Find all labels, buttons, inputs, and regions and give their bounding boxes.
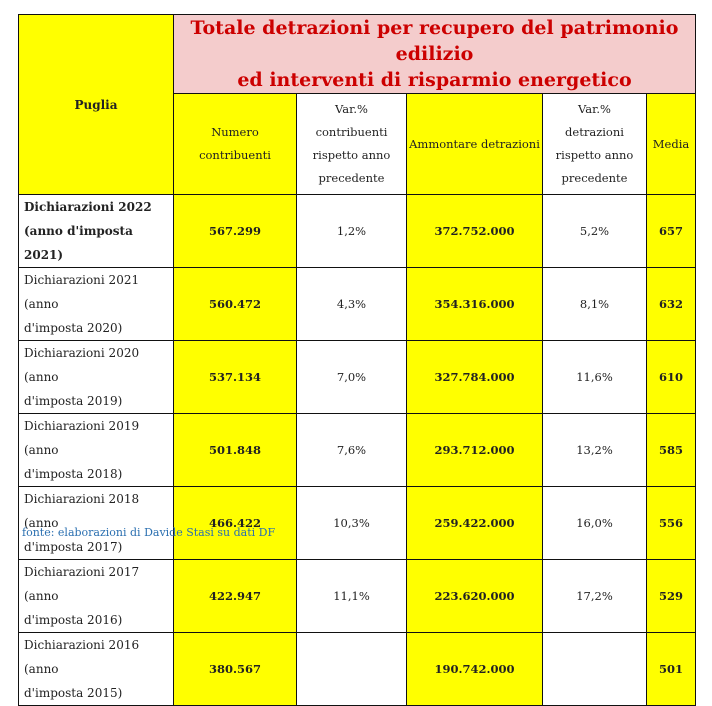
cell-var-contribuenti: 10,3%: [296, 486, 407, 560]
cell-var-contribuenti: [296, 632, 407, 706]
cell-contribuenti: 466.422: [173, 486, 297, 560]
cell-ammontare: 293.712.000: [406, 413, 543, 487]
cell-var-detrazioni: 8,1%: [542, 267, 647, 341]
row-label-line2: (anno d'imposta 2021): [24, 224, 133, 262]
cell-var-contribuenti: 1,2%: [296, 194, 407, 268]
table-row: Dichiarazioni 2018 (anno d'imposta 2017) …: [18, 486, 696, 560]
cell-contribuenti: 380.567: [173, 632, 297, 706]
row-label-line2: d'imposta 2016): [24, 613, 123, 627]
row-label: Dichiarazioni 2019 (anno d'imposta 2018): [18, 413, 174, 487]
cell-ammontare: 223.620.000: [406, 559, 543, 633]
table-title: Totale detrazioni per recupero del patri…: [173, 14, 696, 94]
row-label-line2: d'imposta 2019): [24, 394, 123, 408]
header-numero-contribuenti-line1: Numero: [211, 125, 259, 139]
cell-ammontare: 259.422.000: [406, 486, 543, 560]
header-var-detrazioni-line1: Var.%: [578, 102, 611, 116]
header-var-contribuenti-line2: contribuenti: [315, 125, 388, 139]
row-label-line1: Dichiarazioni 2021 (anno: [24, 273, 140, 311]
cell-var-detrazioni: 16,0%: [542, 486, 647, 560]
row-label-line1: Dichiarazioni 2020 (anno: [24, 346, 140, 384]
cell-media: 585: [646, 413, 696, 487]
cell-media: 632: [646, 267, 696, 341]
row-label-line1: Dichiarazioni 2017 (anno: [24, 565, 140, 603]
table-row: Dichiarazioni 2019 (anno d'imposta 2018) …: [18, 413, 696, 487]
table-title-line1: Totale detrazioni per recupero del patri…: [190, 17, 679, 65]
table-row: Dichiarazioni 2017 (anno d'imposta 2016) …: [18, 559, 696, 633]
cell-contribuenti: 567.299: [173, 194, 297, 268]
header-var-detrazioni-line2: detrazioni: [565, 125, 624, 139]
cell-media: 529: [646, 559, 696, 633]
cell-var-detrazioni: 5,2%: [542, 194, 647, 268]
row-label: Dichiarazioni 2018 (anno d'imposta 2017): [18, 486, 174, 560]
row-label-line1: Dichiarazioni 2022: [24, 200, 152, 214]
row-label-line2: d'imposta 2018): [24, 467, 123, 481]
cell-media: 556: [646, 486, 696, 560]
header-media-line1: Media: [652, 136, 690, 151]
table-row: Dichiarazioni 2021 (anno d'imposta 2020) …: [18, 267, 696, 341]
cell-var-contribuenti: 11,1%: [296, 559, 407, 633]
cell-ammontare: 190.742.000: [406, 632, 543, 706]
header-var-contribuenti-line1: Var.%: [335, 102, 368, 116]
header-var-contribuenti-line4: precedente: [318, 171, 385, 185]
row-label: Dichiarazioni 2017 (anno d'imposta 2016): [18, 559, 174, 633]
table-row: Dichiarazioni 2016 (anno d'imposta 2015) …: [18, 632, 696, 706]
row-label-line1: Dichiarazioni 2018 (anno: [24, 492, 140, 530]
header-ammontare-line1: Ammontare detrazioni: [409, 136, 540, 151]
row-label-line2: d'imposta 2015): [24, 686, 123, 700]
detrazioni-table: Puglia Totale detrazioni per recupero de…: [18, 14, 696, 706]
table-row: Dichiarazioni 2022 (anno d'imposta 2021) …: [18, 194, 696, 268]
cell-var-contribuenti: 4,3%: [296, 267, 407, 341]
cell-contribuenti: 422.947: [173, 559, 297, 633]
region-header: Puglia: [18, 14, 174, 195]
cell-contribuenti: 560.472: [173, 267, 297, 341]
row-label-line2: d'imposta 2020): [24, 321, 123, 335]
table-title-line2: ed interventi di risparmio energetico: [237, 69, 632, 91]
row-label: Dichiarazioni 2021 (anno d'imposta 2020): [18, 267, 174, 341]
cell-var-contribuenti: 7,6%: [296, 413, 407, 487]
header-media: Media: [646, 93, 696, 195]
header-numero-contribuenti-line2: contribuenti: [199, 148, 271, 162]
cell-var-detrazioni: 13,2%: [542, 413, 647, 487]
row-label: Dichiarazioni 2020 (anno d'imposta 2019): [18, 340, 174, 414]
header-numero-contribuenti: Numero contribuenti: [173, 93, 297, 195]
cell-ammontare: 327.784.000: [406, 340, 543, 414]
header-var-detrazioni-line4: precedente: [561, 171, 628, 185]
table-row: Dichiarazioni 2020 (anno d'imposta 2019) …: [18, 340, 696, 414]
header-var-detrazioni: Var.% detrazioni rispetto anno precedent…: [542, 93, 647, 195]
cell-var-contribuenti: 7,0%: [296, 340, 407, 414]
row-label: Dichiarazioni 2016 (anno d'imposta 2015): [18, 632, 174, 706]
header-var-contribuenti-line3: rispetto anno: [312, 148, 391, 162]
cell-var-detrazioni: 11,6%: [542, 340, 647, 414]
cell-contribuenti: 501.848: [173, 413, 297, 487]
cell-var-detrazioni: 17,2%: [542, 559, 647, 633]
cell-ammontare: 372.752.000: [406, 194, 543, 268]
cell-var-detrazioni: [542, 632, 647, 706]
header-ammontare-detrazioni: Ammontare detrazioni: [406, 93, 543, 195]
source-note: fonte: elaborazioni di Davide Stasi su d…: [22, 526, 276, 539]
header-var-contribuenti: Var.% contribuenti rispetto anno precede…: [296, 93, 407, 195]
row-label-line1: Dichiarazioni 2016 (anno: [24, 638, 140, 676]
cell-ammontare: 354.316.000: [406, 267, 543, 341]
cell-media: 501: [646, 632, 696, 706]
row-label: Dichiarazioni 2022 (anno d'imposta 2021): [18, 194, 174, 268]
row-label-line1: Dichiarazioni 2019 (anno: [24, 419, 140, 457]
cell-media: 657: [646, 194, 696, 268]
cell-media: 610: [646, 340, 696, 414]
header-var-detrazioni-line3: rispetto anno: [555, 148, 634, 162]
cell-contribuenti: 537.134: [173, 340, 297, 414]
